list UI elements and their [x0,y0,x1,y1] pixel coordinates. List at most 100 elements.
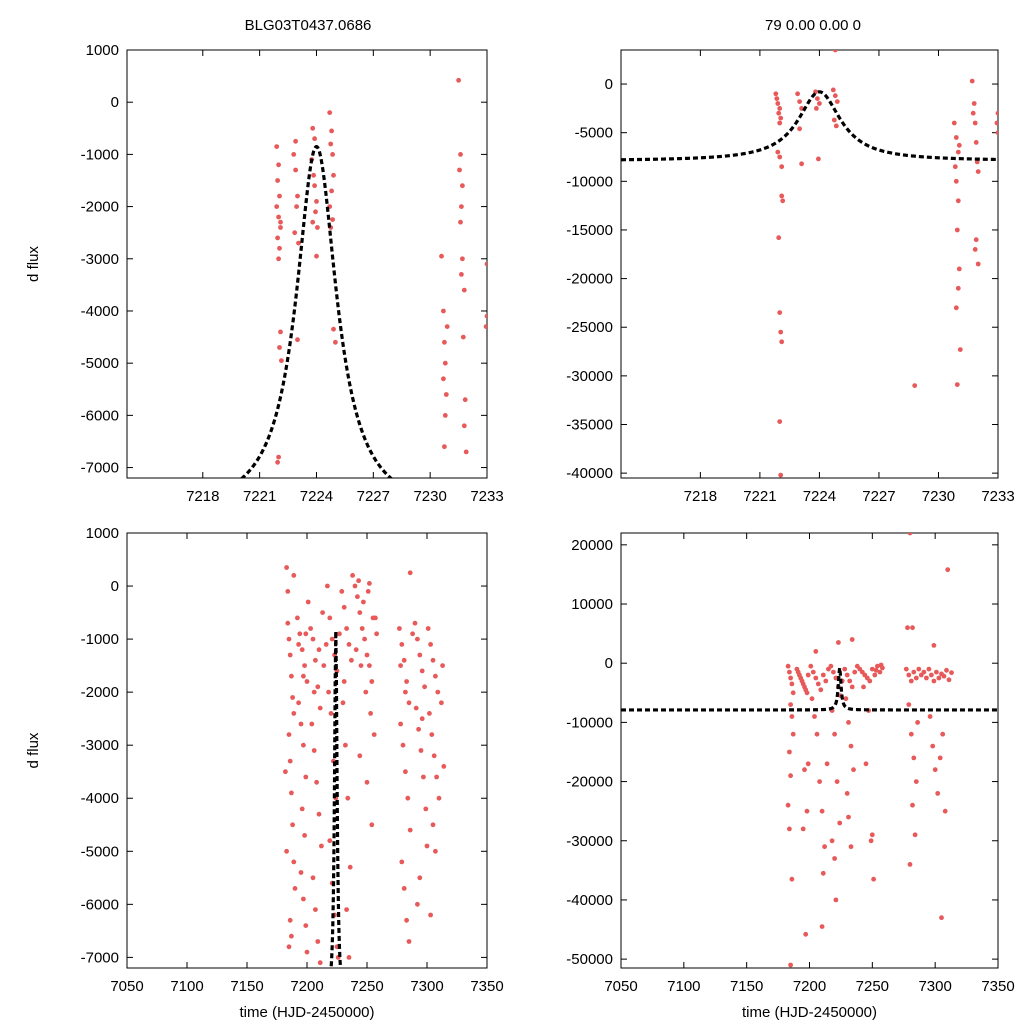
data-point [439,253,444,259]
data-point [912,832,918,838]
data-point [913,675,919,681]
data-point [788,675,793,681]
data-point [403,689,408,695]
data-point [367,663,372,668]
data-point [297,631,303,637]
data-point [779,164,785,170]
data-point [805,761,811,767]
data-point [937,755,943,761]
data-point [302,663,307,668]
data-point [346,955,352,960]
data-point [915,720,920,725]
data-point [924,675,929,681]
data-point [310,875,316,881]
data-point [311,689,317,695]
data-point [777,106,783,111]
data-point [910,625,915,631]
data-point [328,141,334,147]
data-point [808,663,814,669]
x-tick-label: 7250 [856,978,889,995]
data-point [868,838,874,844]
data-point [277,345,282,350]
data-point [789,681,795,687]
data-point [799,161,804,167]
data-point [819,808,825,814]
data-point [869,832,875,838]
data-point [484,261,487,267]
x-tick-label: 7050 [604,978,637,995]
data-point [292,230,298,236]
data-point [361,599,366,605]
data-point [329,636,335,642]
data-point [871,876,876,882]
data-point [274,204,280,210]
data-point [326,689,331,695]
data-point [830,87,836,93]
plot-frame [620,532,999,969]
y-tick-label: -6000 [81,407,119,424]
data-point [779,339,785,345]
data-point [423,806,429,812]
data-point [436,795,442,801]
data-point [295,615,300,621]
data-point [400,742,406,748]
data-point [442,360,448,366]
data-point [434,774,439,780]
y-tick-label: -5000 [575,125,613,142]
data-point [358,663,364,668]
plot-frame [620,49,999,479]
data-point [287,652,293,658]
data-point [852,669,858,675]
data-point [330,152,335,157]
data-point [444,324,450,329]
x-tick-label: 7233 [981,488,1014,505]
model-curve [239,144,394,478]
data-point [371,732,377,737]
data-point [831,117,837,123]
x-tick-label: 7233 [470,488,503,505]
data-point [459,204,464,210]
data-point [930,743,936,749]
data-point [787,826,792,832]
data-point [296,240,301,246]
data-point [331,326,336,332]
data-point [802,767,807,773]
data-point [832,856,837,861]
data-point [276,162,281,168]
data-point [788,773,793,779]
data-point [815,96,820,101]
data-point [873,667,879,673]
data-point [916,666,922,672]
data-point [398,663,403,668]
data-point [359,626,365,631]
data-point [316,811,322,817]
data-point [367,581,372,586]
data-point [971,101,977,106]
data-point [460,256,465,262]
model-curve [621,667,998,712]
data-point [301,742,306,748]
x-tick-label: 7250 [350,978,383,995]
data-point [284,565,289,570]
plot-frame [126,532,488,969]
data-point [337,631,342,637]
x-tick-label: 7224 [803,488,836,505]
data-point [301,673,306,679]
data-point [776,235,782,241]
data-point [813,675,819,681]
x-tick-label: 7221 [743,488,776,505]
data-point [419,716,425,722]
y-tick-label: -7000 [81,460,119,477]
data-point [312,136,317,142]
data-point [777,310,783,315]
data-point [907,533,913,536]
data-point [298,870,304,875]
data-point [805,672,811,678]
data-point [942,808,948,814]
data-point [851,767,856,773]
y-tick-label: 20000 [571,537,613,554]
data-point [908,678,914,684]
data-point [298,721,304,727]
data-point [787,669,792,675]
